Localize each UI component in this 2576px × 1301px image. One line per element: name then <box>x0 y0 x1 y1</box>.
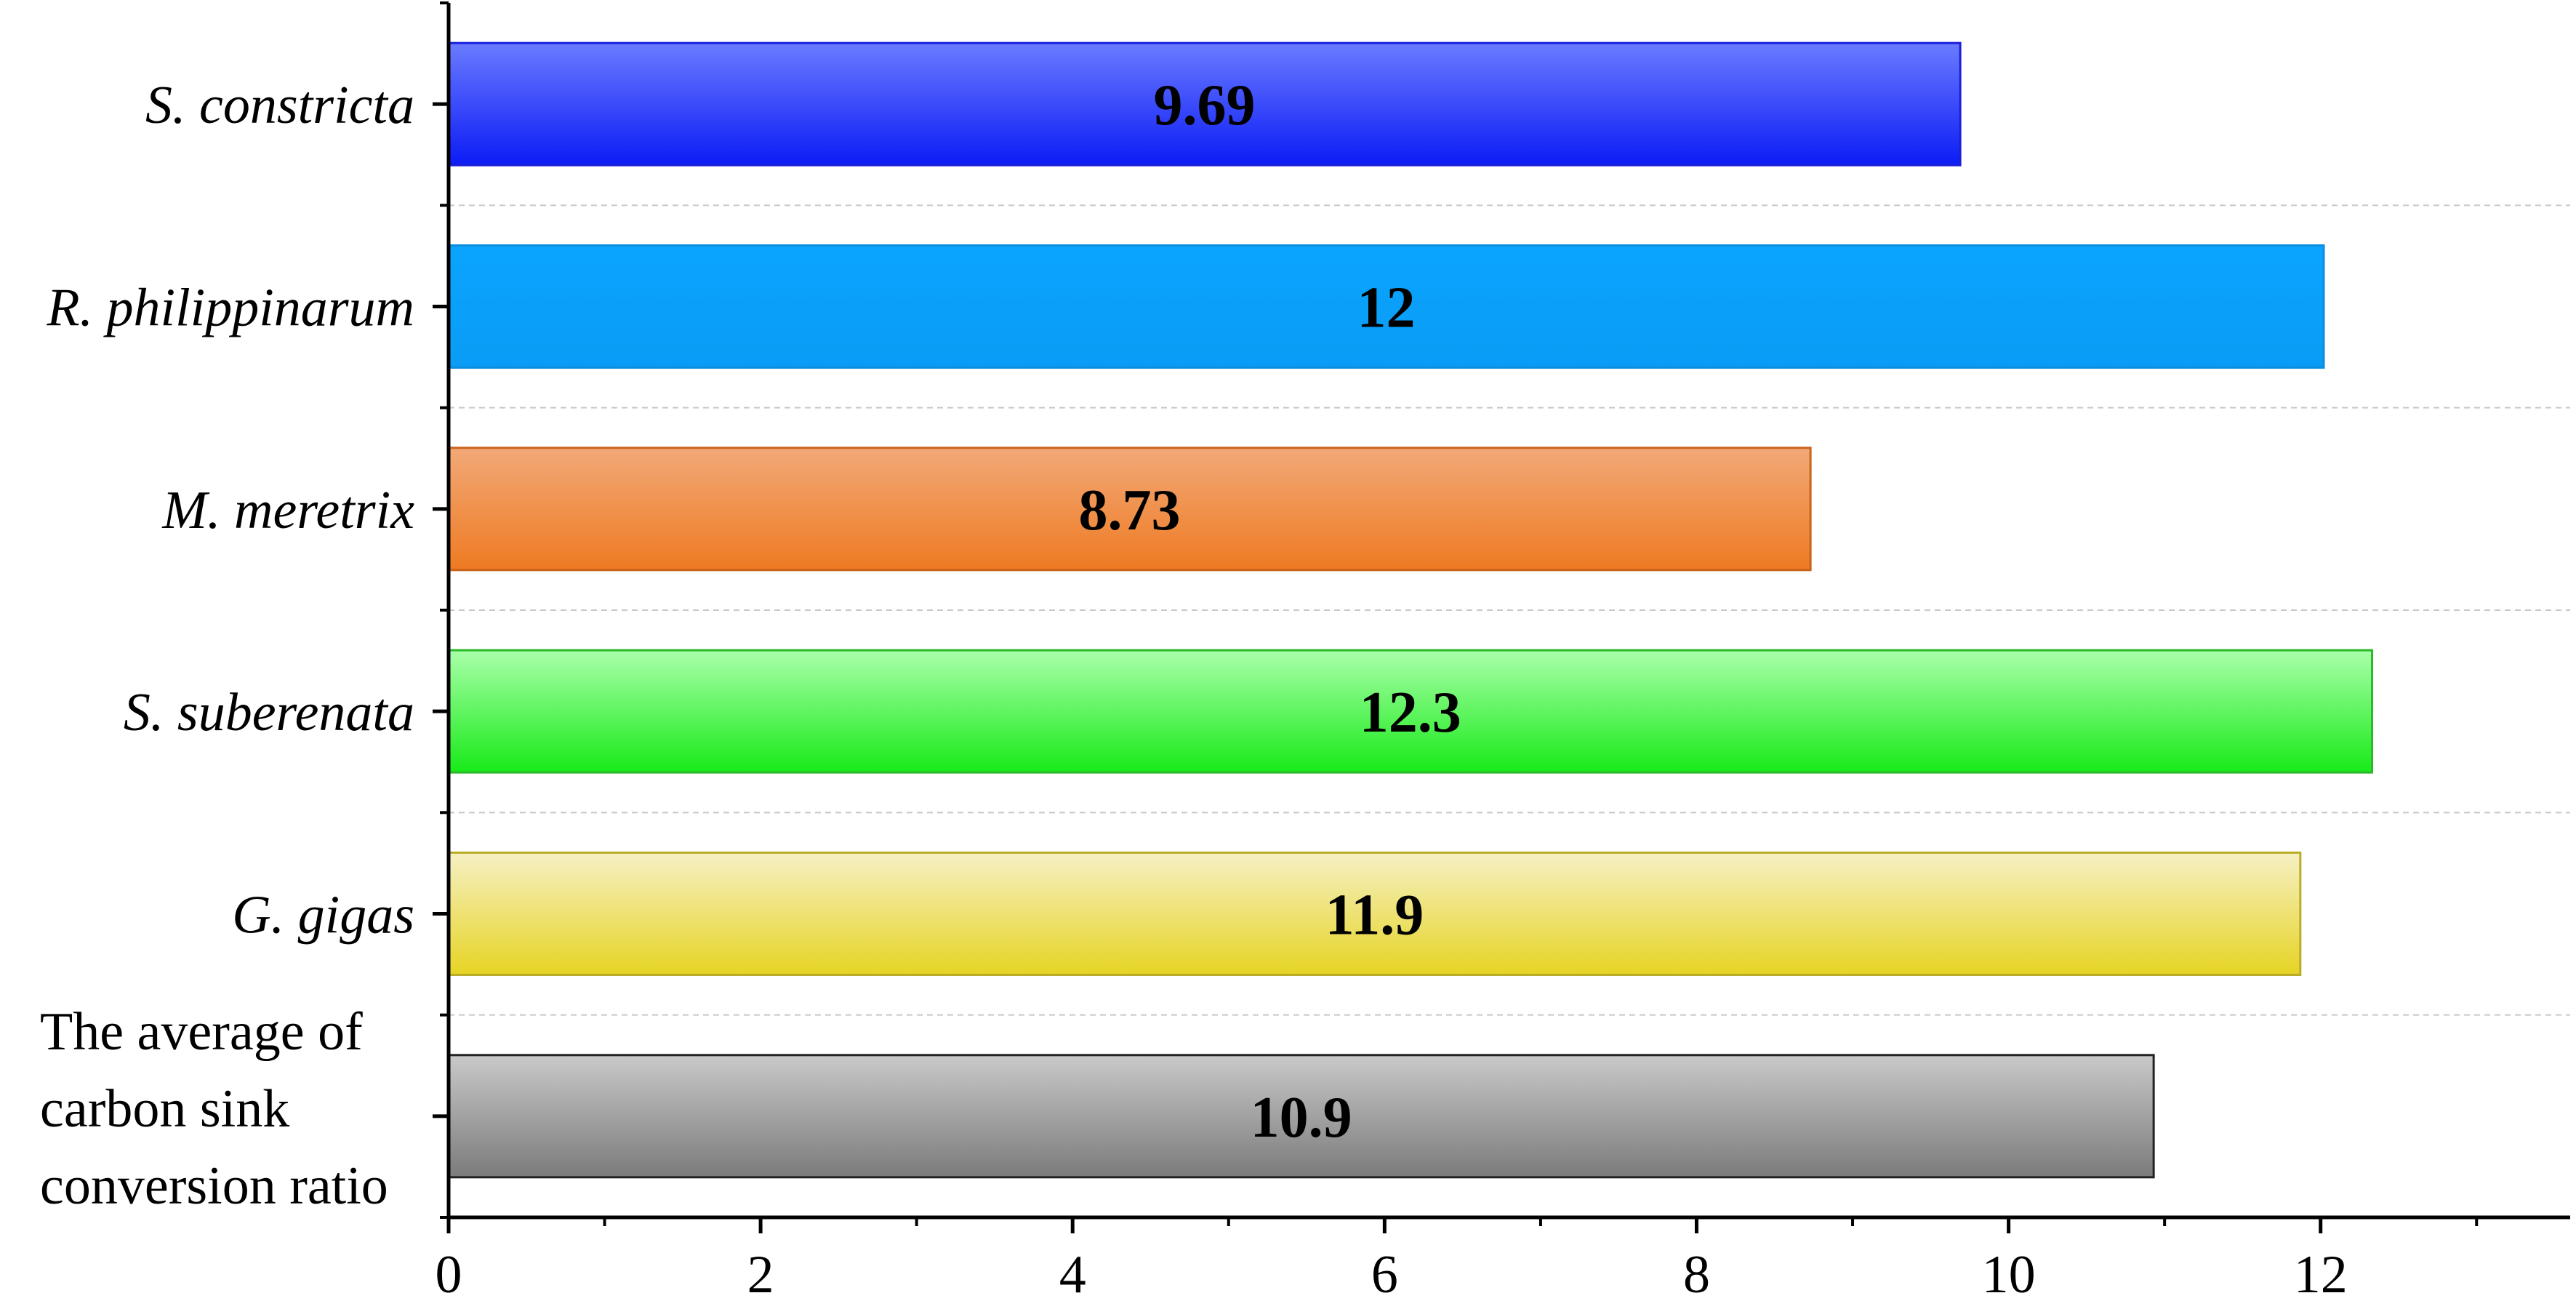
x-tick-label: 2 <box>747 1245 774 1301</box>
data-label: 10.9 <box>1251 1086 1352 1150</box>
bar <box>447 41 1962 167</box>
grid-lines <box>449 204 2570 1016</box>
category-labels: S. constricta R. philippinarum M. meretrix… <box>40 76 414 1216</box>
category-label: G. gigas <box>232 886 414 945</box>
x-tick-label: 8 <box>1683 1245 1710 1301</box>
data-label: 11.9 <box>1325 884 1424 948</box>
data-label: 12 <box>1357 276 1415 340</box>
x-tick-label: 6 <box>1371 1245 1398 1301</box>
bar <box>447 244 2325 369</box>
bar <box>447 852 2302 976</box>
category-label: The average of carbon sink conversion rati… <box>40 1002 388 1216</box>
data-label: 8.73 <box>1079 479 1181 543</box>
category-label: S. constricta <box>145 76 414 135</box>
data-label: 9.69 <box>1154 73 1256 137</box>
x-tick-label: 10 <box>1982 1245 2036 1301</box>
bars: 9.69 12 8.73 12.3 11.9 10.9 <box>447 41 2374 1179</box>
category-label: R. philippinarum <box>46 279 414 338</box>
x-axis-ticks: 0 2 4 6 8 10 12 <box>433 1 2479 1301</box>
x-tick-label: 12 <box>2294 1245 2348 1301</box>
x-tick-label: 4 <box>1059 1245 1086 1301</box>
x-tick-label: 0 <box>436 1245 462 1301</box>
category-label: S. suberenata <box>124 683 414 742</box>
bar <box>447 447 1812 572</box>
category-label: M. meretrix <box>161 481 414 540</box>
bar <box>447 649 2374 774</box>
bar <box>447 1054 2155 1179</box>
data-label: 12.3 <box>1360 681 1461 745</box>
